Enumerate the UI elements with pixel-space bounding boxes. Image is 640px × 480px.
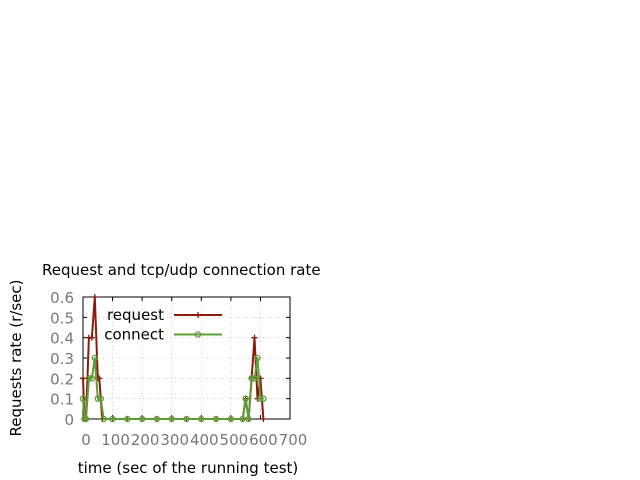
series-connect [79, 354, 267, 423]
data-point-connect [124, 415, 131, 423]
x-tick-label: 200 [131, 431, 160, 449]
data-point-connect [183, 415, 190, 423]
x-tick-label: 300 [160, 431, 189, 449]
legend-label-request: request [107, 306, 164, 324]
y-tick-label: 0.4 [50, 330, 74, 348]
data-point-connect [212, 415, 220, 423]
y-axis-label: Requests rate (r/sec) [7, 280, 25, 437]
data-point-request [251, 334, 258, 341]
series-line-connect [82, 357, 264, 420]
data-point-connect [91, 354, 99, 362]
y-tick-label: 0.5 [50, 309, 74, 327]
data-point-connect [198, 415, 205, 423]
data-point-connect [257, 395, 264, 402]
data-point-connect [82, 415, 90, 423]
data-point-connect [245, 415, 252, 423]
data-point-connect [251, 375, 258, 382]
data-point-connect [79, 395, 87, 402]
data-point-connect [138, 415, 146, 423]
data-point-request [260, 416, 267, 422]
data-point-connect [97, 395, 104, 402]
y-tick-label: 0.2 [50, 370, 74, 388]
data-point-connect [227, 415, 235, 423]
data-point-request [88, 334, 95, 341]
x-axis-ticks: 0 100 200 300 400 500 600 700 [81, 297, 307, 449]
x-tick-label: 600 [249, 431, 278, 449]
data-point-connect [248, 375, 255, 382]
y-axis-ticks: 0 0.1 0.2 0.3 0.4 0.5 0.6 [50, 289, 290, 429]
data-point-connect [168, 415, 175, 423]
legend: request connect [104, 306, 222, 344]
data-point-connect [85, 375, 93, 382]
legend-marker-connect [194, 331, 202, 338]
data-point-request [91, 294, 98, 300]
legend-marker-request [195, 312, 201, 318]
y-tick-label: 0.1 [50, 391, 74, 409]
data-point-connect [100, 415, 107, 423]
x-tick-label: 100 [101, 431, 130, 449]
x-tick-label: 500 [220, 431, 249, 449]
data-point-connect [254, 354, 261, 362]
x-tick-label: 0 [81, 431, 91, 449]
data-point-connect [239, 415, 246, 423]
y-tick-label: 0 [64, 411, 74, 429]
data-point-connect [109, 415, 116, 423]
x-tick-label: 400 [190, 431, 219, 449]
chart-title: Request and tcp/udp connection rate [42, 261, 321, 279]
data-point-connect [94, 395, 102, 402]
data-point-connect [88, 375, 96, 382]
data-point-connect [242, 395, 249, 402]
y-tick-label: 0.6 [50, 289, 74, 307]
x-axis-label: time (sec of the running test) [78, 459, 299, 477]
x-tick-label: 700 [279, 431, 308, 449]
data-point-connect [153, 415, 161, 423]
data-point-request [80, 375, 86, 382]
legend-label-connect: connect [104, 326, 164, 344]
data-point-connect [260, 395, 267, 402]
series-layer [79, 294, 267, 423]
y-tick-label: 0.3 [50, 350, 74, 368]
